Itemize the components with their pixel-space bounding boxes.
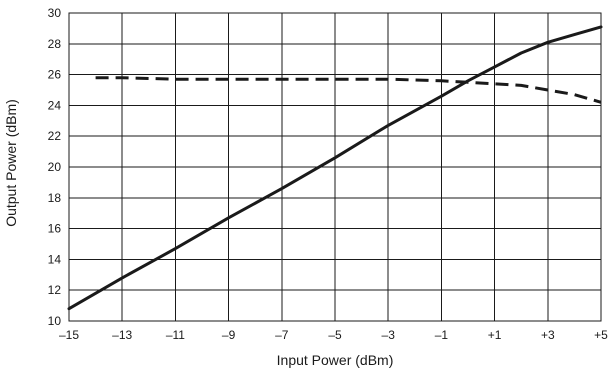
x-axis-title: Input Power (dBm): [277, 352, 394, 368]
y-tick-label: 22: [48, 129, 62, 143]
x-tick-label: –7: [275, 328, 289, 342]
y-tick-label: 18: [48, 191, 62, 205]
y-tick-label: 30: [48, 6, 62, 20]
y-axis-title: Output Power (dBm): [3, 99, 19, 227]
x-tick-label: –13: [112, 328, 132, 342]
y-tick-label: 10: [48, 314, 62, 328]
plot-frame: [68, 12, 602, 322]
y-tick-label: 24: [48, 98, 62, 112]
x-tick-labels: –15 –13 –11 –9 –7 –5 –3 –1 +1 +3 +5: [59, 328, 608, 342]
y-tick-label: 14: [48, 252, 62, 266]
x-tick-label: +3: [541, 328, 555, 342]
y-tick-labels: 10 12 14 16 18 20 22 24 26 28 30: [48, 6, 62, 328]
x-tick-label: +5: [594, 328, 608, 342]
grid: [68, 12, 602, 322]
x-tick-label: –3: [382, 328, 396, 342]
y-tick-label: 28: [48, 37, 62, 51]
x-tick-label: –5: [328, 328, 342, 342]
x-tick-label: –1: [435, 328, 449, 342]
solid-series-line: [67, 25, 603, 311]
y-tick-label: 26: [48, 68, 62, 82]
x-tick-label: –15: [59, 328, 79, 342]
series-lines: [67, 25, 603, 311]
x-tick-label: –9: [222, 328, 236, 342]
x-tick-label: –11: [166, 328, 185, 342]
y-tick-label: 20: [48, 160, 62, 174]
x-tick-label: +1: [488, 328, 502, 342]
y-tick-label: 16: [48, 222, 62, 236]
dashed-series-line: [95, 76, 602, 104]
y-tick-label: 12: [48, 283, 62, 297]
